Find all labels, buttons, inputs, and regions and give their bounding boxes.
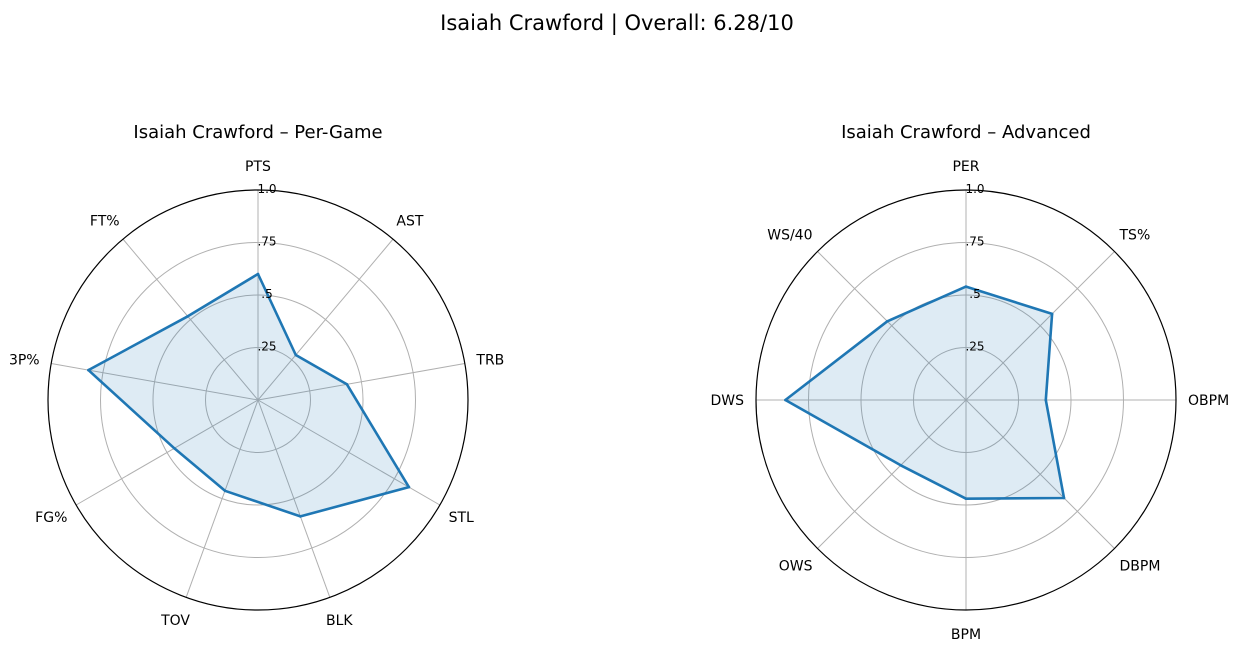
axis-label-trb: TRB (475, 352, 504, 368)
radar-panel-advanced: Isaiah Crawford – Advanced .25 .5 .75 1.0 PE… (710, 122, 1229, 643)
radial-tick-label-3: 1.0 (257, 182, 276, 196)
radial-tick-label-1: .5 (261, 287, 272, 301)
data-point-pts (256, 272, 260, 276)
spoke-blk (257, 399, 331, 598)
axis-label-bpm: BPM (951, 627, 981, 643)
data-point-ts-pct (1050, 312, 1054, 316)
spoke-tov (185, 399, 259, 598)
data-point-obpm (1044, 398, 1048, 402)
radar-outer-frame (47, 189, 469, 611)
panel-title-advanced: Isaiah Crawford – Advanced (841, 122, 1091, 143)
axis-label-blk: BLK (326, 613, 353, 629)
spoke-ast (257, 238, 394, 401)
spoke-dbpm (965, 399, 1115, 549)
series-line-0 (87, 272, 411, 518)
axis-label-fg-pct: FG% (35, 510, 67, 526)
data-point-fg-pct (173, 447, 176, 450)
data-point-per (964, 285, 968, 288)
spoke-ws-40 (817, 251, 967, 401)
radial-tick-label-1: .5 (969, 287, 980, 301)
radar-outer-frame (755, 189, 1177, 611)
data-point-tov (223, 489, 227, 493)
axis-label-ts-pct: TS% (1119, 228, 1151, 244)
series-area-0 (88, 274, 409, 517)
axis-label-ast: AST (396, 214, 423, 230)
axis-label-dws: DWS (710, 393, 744, 409)
radar-panel-per-game: Isaiah Crawford – Per-Game .25 .5 .75 1.0 PT… (9, 122, 504, 629)
radial-tick-label-0: .25 (965, 340, 984, 354)
axis-label-tov: TOV (160, 613, 190, 629)
axis-label-dbpm: DBPM (1120, 559, 1161, 575)
radial-tick-label-2: .75 (965, 235, 984, 249)
panel-title-per-game: Isaiah Crawford – Per-Game (133, 122, 382, 143)
radial-tick-label-3: 1.0 (965, 182, 984, 196)
spoke-trb (257, 363, 465, 401)
axis-label-ws-40: WS/40 (767, 228, 812, 244)
spoke-ows (817, 399, 967, 549)
data-point-blk (299, 515, 302, 518)
radial-tick-label-0: .25 (257, 340, 276, 354)
series-area-0 (785, 286, 1064, 499)
axis-label-pts: PTS (245, 159, 271, 175)
axis-label-obpm: OBPM (1188, 393, 1229, 409)
data-point-ast (294, 353, 298, 357)
data-point-ows (899, 464, 902, 467)
radial-tick-label-2: .75 (257, 235, 276, 249)
axis-label-per: PER (952, 159, 979, 175)
data-point-stl (407, 485, 411, 489)
axis-label-ows: OWS (779, 559, 813, 575)
data-point-ws-40 (886, 320, 889, 323)
data-point-3p-pct (87, 368, 90, 372)
data-point-trb (345, 383, 349, 386)
data-point-ft-pct (186, 315, 190, 318)
spoke-3p-pct (51, 363, 259, 401)
axis-label-ft-pct: FT% (90, 214, 120, 230)
data-point-dws (784, 398, 787, 402)
spoke-ft-pct (122, 238, 259, 401)
data-point-dbpm (1062, 496, 1066, 500)
axis-label-3p-pct: 3P% (9, 352, 40, 368)
spoke-ts-pct (965, 251, 1115, 401)
axis-label-stl: STL (449, 510, 474, 526)
figure-title: Isaiah Crawford | Overall: 6.28/10 (440, 11, 794, 36)
data-point-bpm (964, 497, 968, 501)
spoke-fg-pct (75, 399, 259, 506)
